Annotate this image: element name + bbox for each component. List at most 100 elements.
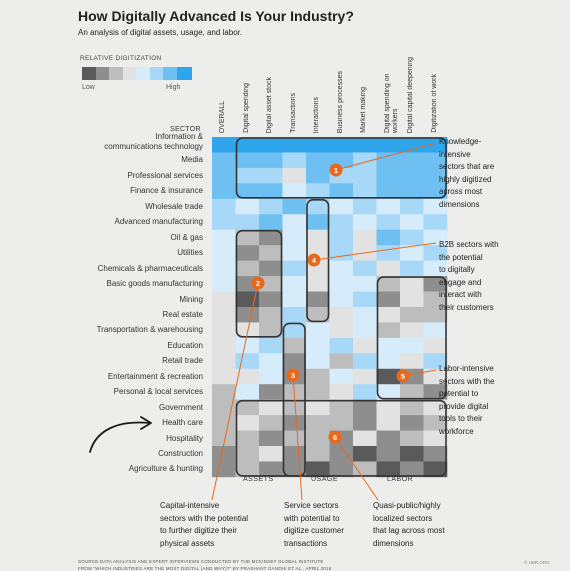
heatmap-cell <box>353 399 377 416</box>
heatmap-cell <box>400 337 424 354</box>
heatmap-cell <box>282 446 307 462</box>
group-outline <box>235 137 447 199</box>
heatmap-cell <box>306 276 330 292</box>
heatmap-cell <box>400 183 424 200</box>
heatmap-cell <box>212 322 236 339</box>
heatmap-cell <box>259 276 283 292</box>
heatmap-cell <box>400 214 424 230</box>
group-label-assets: ASSETS <box>243 476 274 483</box>
heatmap-cell <box>353 137 377 153</box>
heatmap-cell <box>282 183 307 200</box>
heatmap-cell <box>329 353 354 370</box>
heatmap-cell <box>259 384 283 400</box>
heatmap-cell <box>329 229 354 246</box>
heatmap-cell <box>212 446 236 462</box>
heatmap-cell <box>423 167 448 184</box>
heatmap-cell <box>329 384 354 400</box>
callout-marker-number: 6 <box>333 433 337 442</box>
heatmap-cell <box>423 245 448 261</box>
heatmap-cell <box>353 415 377 431</box>
callout-knowledge-intensive: Knowledge- intensive sectors that are hi… <box>439 137 495 209</box>
heatmap-cell <box>423 137 448 153</box>
heatmap-cell <box>259 137 283 153</box>
group-outline <box>235 399 447 477</box>
heatmap-cell <box>376 167 401 184</box>
heatmap-cell <box>306 214 330 230</box>
heatmap-cell <box>329 291 354 308</box>
heatmap-cell <box>329 322 354 339</box>
heatmap-cell <box>400 137 424 153</box>
heatmap-cell <box>282 399 307 416</box>
heatmap-cell <box>212 306 236 323</box>
heatmap-cell <box>282 260 307 277</box>
row-label: Oil & gas <box>170 232 203 242</box>
heatmap-cell <box>376 214 401 230</box>
leader-line <box>334 436 379 501</box>
heatmap-cell <box>423 446 448 462</box>
heatmap-cell <box>376 353 401 370</box>
heatmap-cell <box>329 415 354 431</box>
heatmap-cell <box>423 430 448 447</box>
heatmap-cell <box>306 322 330 339</box>
group-outline <box>235 229 283 338</box>
heatmap-cell <box>212 229 236 246</box>
heatmap-cell <box>235 245 260 261</box>
callout-labor-intensive: Labor-intensive sectors with the potenti… <box>439 364 495 436</box>
heatmap-cell <box>306 384 330 400</box>
heatmap-cell <box>353 384 377 400</box>
heatmap-cell <box>376 245 401 261</box>
heatmap-cell <box>423 353 448 370</box>
heatmap-cell <box>423 214 448 230</box>
heatmap-cell <box>235 399 260 416</box>
subtitle: An analysis of digital assets, usage, an… <box>78 28 243 37</box>
heatmap-cell <box>376 337 401 354</box>
heatmap-cell <box>400 461 424 478</box>
heatmap-cell <box>212 137 236 153</box>
heatmap-cell <box>212 415 236 431</box>
heatmap-cell <box>259 245 283 261</box>
heatmap-cell <box>212 384 236 400</box>
heatmap-cell <box>400 415 424 431</box>
heatmap-cell <box>400 306 424 323</box>
heatmap-cell <box>423 183 448 200</box>
heatmap-cell <box>423 337 448 354</box>
row-label: Entertainment & recreation <box>107 371 203 381</box>
callout-marker-number: 2 <box>256 279 260 288</box>
heatmap-cell <box>212 198 236 215</box>
heatmap-cell <box>423 260 448 277</box>
legend-swatch <box>122 67 138 80</box>
callout-capital-intensive: Capital-intensive sectors with the poten… <box>160 501 249 548</box>
heatmap-cell <box>259 306 283 323</box>
heatmap-cell <box>423 384 448 400</box>
heatmap-cell <box>282 137 307 153</box>
heatmap-cell <box>376 260 401 277</box>
heatmap-cell <box>259 399 283 416</box>
heatmap-cell <box>306 399 330 416</box>
heatmap-cell <box>353 183 377 200</box>
heatmap-cell <box>423 368 448 385</box>
heatmap-cell <box>212 353 236 370</box>
callout-marker-number: 3 <box>291 371 295 380</box>
heatmap-cell <box>235 461 260 478</box>
heatmap-cell <box>259 183 283 200</box>
callout-marker <box>251 276 265 290</box>
heatmap-cell <box>329 368 354 385</box>
heatmap-cell <box>329 214 354 230</box>
heatmap-cell <box>259 214 283 230</box>
heatmap-cell <box>400 245 424 261</box>
heatmap-cell <box>329 337 354 354</box>
heatmap-cell <box>282 245 307 261</box>
heatmap-cell <box>212 245 236 261</box>
heatmap-cell <box>282 291 307 308</box>
leader-line <box>335 142 437 171</box>
legend-swatch <box>163 67 178 80</box>
heatmap-cell <box>400 446 424 462</box>
callout-marker-number: 1 <box>334 166 338 175</box>
page-title: How Digitally Advanced Is Your Industry? <box>78 8 354 24</box>
heatmap-cell <box>259 198 283 215</box>
heatmap-cell <box>376 183 401 200</box>
heatmap-cell <box>376 306 401 323</box>
heatmap-cell <box>400 384 424 400</box>
heatmap-cell <box>329 198 354 215</box>
heatmap-cell <box>235 260 260 277</box>
